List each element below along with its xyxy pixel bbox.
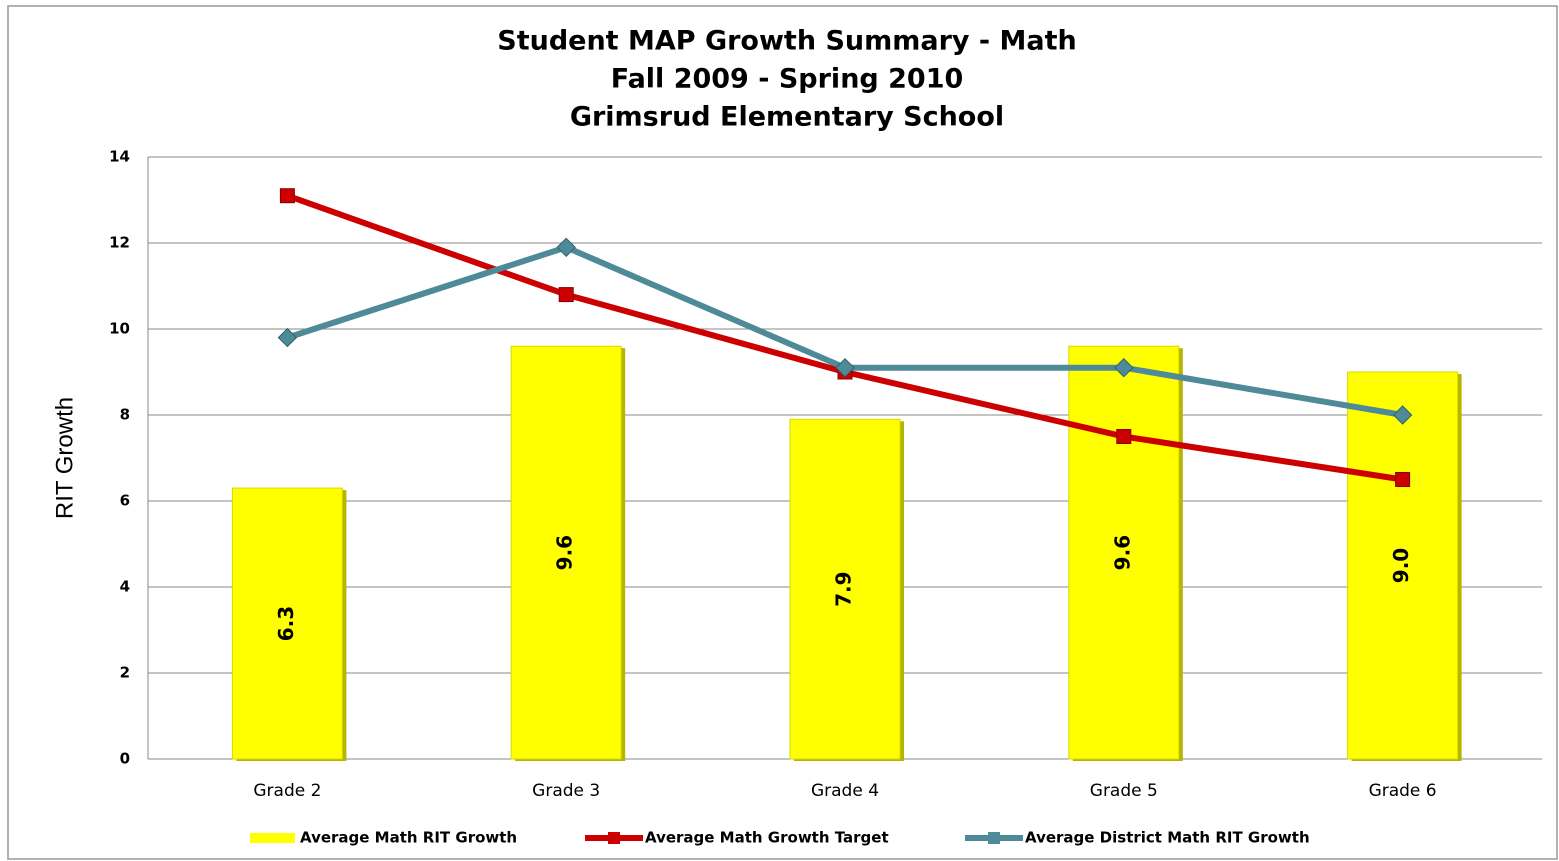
y-tick-label: 8: [120, 406, 130, 424]
y-tick-label: 6: [120, 492, 130, 510]
legend-marker: [608, 832, 620, 844]
chart-border: [7, 5, 1558, 860]
chart-subtitle: Grimsrud Elementary School: [570, 102, 1004, 133]
x-tick-label: Grade 5: [1090, 781, 1158, 801]
line: [286, 244, 1404, 418]
y-tick-label: 0: [120, 750, 130, 768]
bar: [510, 345, 622, 760]
chart-title: Student MAP Growth Summary - Math: [497, 26, 1077, 57]
y-axis-label: RIT Growth: [51, 397, 78, 519]
data-label: 7.9: [832, 571, 856, 606]
marker: [556, 237, 576, 258]
bar: [1068, 345, 1180, 760]
x-tick-label: Grade 6: [1369, 781, 1437, 801]
bar: [789, 418, 901, 760]
y-tick-label: 4: [120, 578, 130, 596]
chart-subtitle: Fall 2009 - Spring 2010: [611, 64, 964, 95]
marker: [1395, 472, 1411, 487]
marker: [1392, 405, 1413, 425]
y-tick-label: 2: [120, 664, 130, 682]
legend-marker: [988, 832, 1000, 844]
legend-swatch: [250, 833, 295, 843]
marker: [1116, 429, 1132, 444]
data-label: 9.0: [1389, 548, 1413, 583]
marker: [1114, 357, 1134, 378]
x-tick-label: Grade 3: [532, 781, 600, 801]
bar: [231, 487, 343, 760]
y-tick-label: 12: [109, 234, 130, 252]
x-tick-label: Grade 2: [253, 781, 321, 801]
data-label: 9.6: [553, 535, 577, 570]
y-tick-label: 14: [109, 148, 130, 166]
marker: [558, 287, 574, 303]
x-tick-label: Grade 4: [811, 781, 879, 801]
bar: [1347, 371, 1459, 760]
y-tick-label: 10: [109, 320, 130, 338]
data-label: 6.3: [274, 606, 298, 641]
data-label: 9.6: [1110, 535, 1134, 570]
legend-label: Average Math Growth Target: [645, 829, 889, 847]
legend-label: Average Math RIT Growth: [300, 829, 517, 847]
legend-label: Average District Math RIT Growth: [1025, 829, 1310, 847]
marker: [835, 357, 855, 378]
marker: [277, 327, 298, 348]
marker: [279, 188, 295, 204]
